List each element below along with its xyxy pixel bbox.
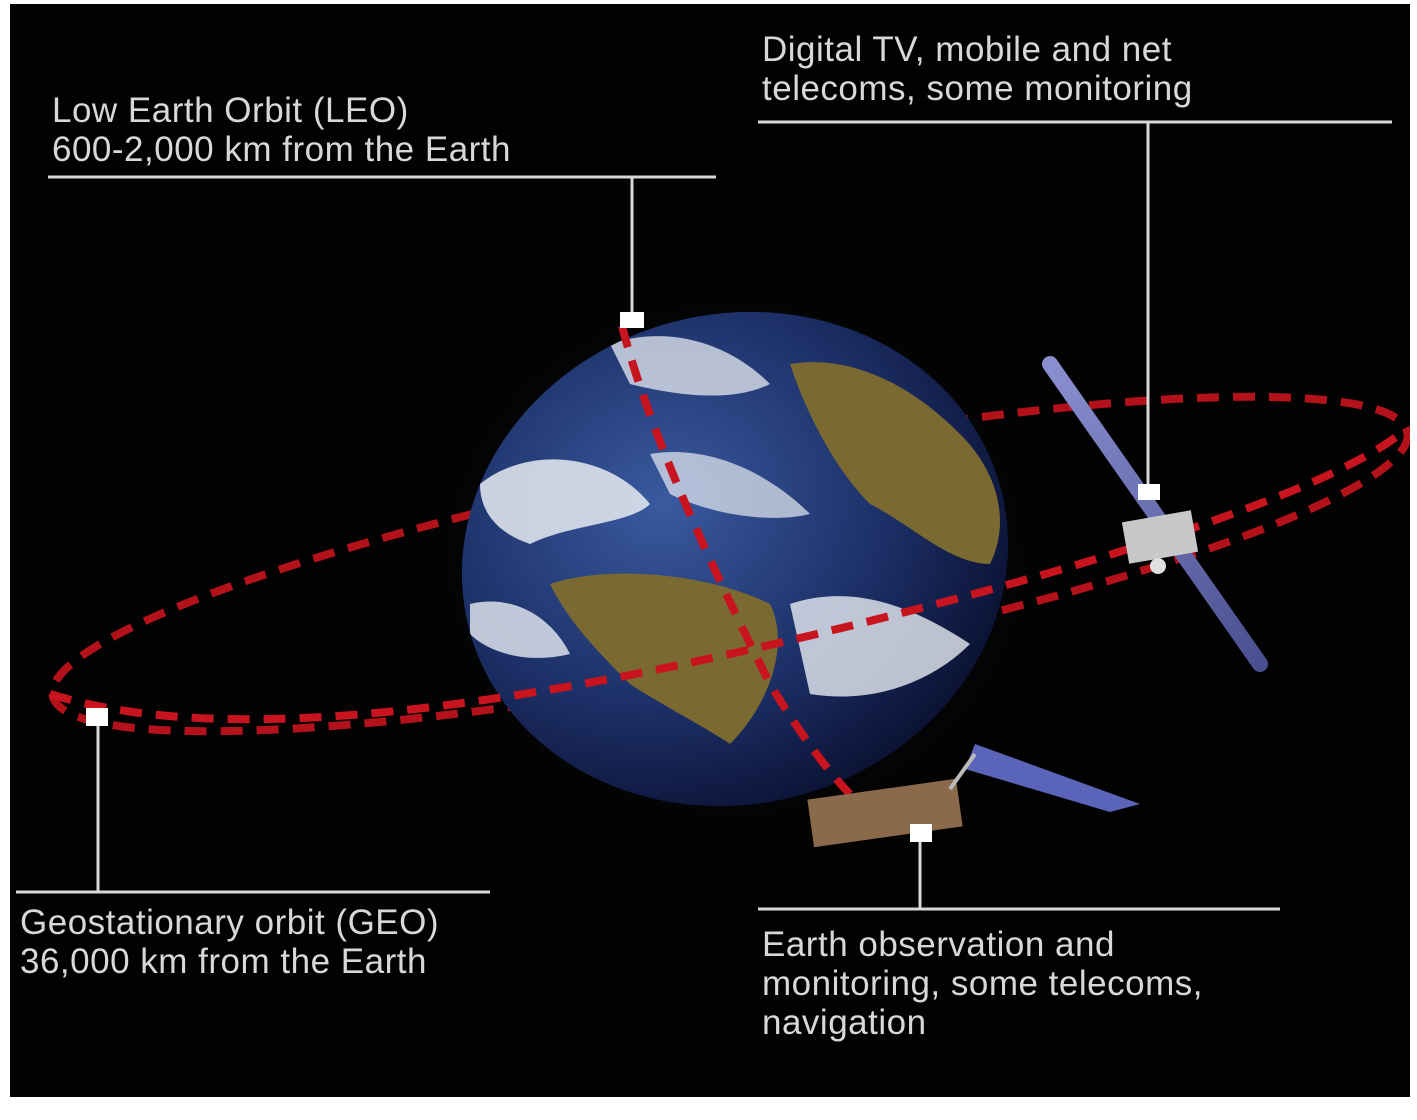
earth-clouds-5: [650, 452, 810, 518]
earth-land-america: [550, 573, 778, 744]
geo-satellite-body: [1121, 510, 1199, 564]
leo-label: Low Earth Orbit (LEO) 600-2,000 km from …: [52, 91, 511, 169]
orbit-scene: [16, 120, 1410, 911]
earth-clouds-4: [470, 601, 570, 658]
earth-clouds-2: [610, 336, 770, 396]
earth-clouds-3: [790, 596, 970, 697]
eo-label-line2: monitoring, some telecoms,: [762, 964, 1203, 1003]
geo-satellite-panel: [1042, 356, 1268, 672]
leo-marker: [620, 312, 644, 328]
geo-satellite-icon: [1042, 356, 1268, 672]
telecom-label: Digital TV, mobile and net telecoms, som…: [762, 30, 1193, 108]
geo-orbit-front: [48, 430, 1403, 724]
leo-label-line1: Low Earth Orbit (LEO): [52, 91, 409, 130]
geo-label-line2: 36,000 km from the Earth: [20, 942, 427, 981]
eo-label-line3: navigation: [762, 1003, 927, 1042]
telecom-label-line1: Digital TV, mobile and net: [762, 30, 1172, 69]
leo-label-line2: 600-2,000 km from the Earth: [52, 130, 511, 169]
eo-label-line1: Earth observation and: [762, 925, 1115, 964]
telecom-marker: [1138, 484, 1160, 500]
geo-label-line1: Geostationary orbit (GEO): [20, 903, 440, 942]
geo-label: Geostationary orbit (GEO) 36,000 km from…: [20, 903, 439, 981]
telecom-label-line2: telecoms, some monitoring: [762, 69, 1193, 108]
leo-satellite-boom: [948, 752, 977, 791]
earth-land-africa: [790, 362, 1000, 564]
geo-marker: [86, 708, 108, 726]
earth-clouds-1: [480, 459, 650, 544]
leo-orbit: [618, 324, 853, 797]
eo-label: Earth observation and monitoring, some t…: [762, 925, 1203, 1042]
geo-satellite-dish: [1150, 558, 1166, 574]
leader-lines: [16, 120, 1392, 911]
eo-marker: [910, 824, 932, 842]
diagram-canvas: Low Earth Orbit (LEO) 600-2,000 km from …: [10, 4, 1410, 1097]
leo-satellite-panel: [965, 744, 1140, 812]
